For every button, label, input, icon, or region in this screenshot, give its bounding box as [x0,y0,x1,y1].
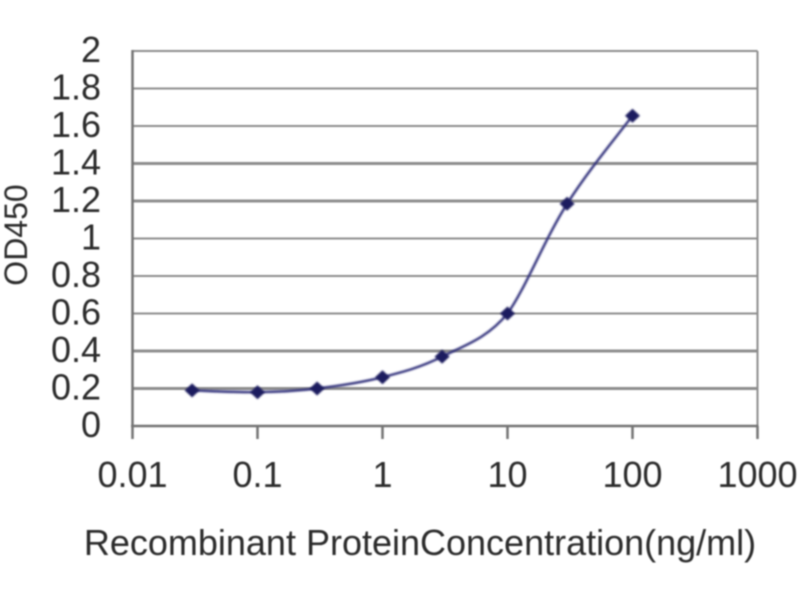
svg-text:1.4: 1.4 [51,142,101,183]
svg-text:100: 100 [602,454,662,495]
svg-text:1000: 1000 [717,454,797,495]
svg-text:0: 0 [81,404,101,445]
svg-text:1.8: 1.8 [51,67,101,108]
svg-text:0.2: 0.2 [51,367,101,408]
svg-text:2: 2 [81,29,101,70]
svg-text:0.8: 0.8 [51,254,101,295]
svg-text:0.01: 0.01 [97,454,167,495]
svg-text:10: 10 [487,454,527,495]
svg-text:1: 1 [372,454,392,495]
svg-text:OD450: OD450 [0,184,34,285]
svg-text:0.6: 0.6 [51,292,101,333]
svg-text:1: 1 [81,217,101,258]
svg-text:Recombinant ProteinConcentrati: Recombinant ProteinConcentration(ng/ml) [84,522,756,563]
svg-text:0.4: 0.4 [51,329,101,370]
svg-text:0.1: 0.1 [232,454,282,495]
svg-text:1.2: 1.2 [51,179,101,220]
svg-text:1.6: 1.6 [51,104,101,145]
